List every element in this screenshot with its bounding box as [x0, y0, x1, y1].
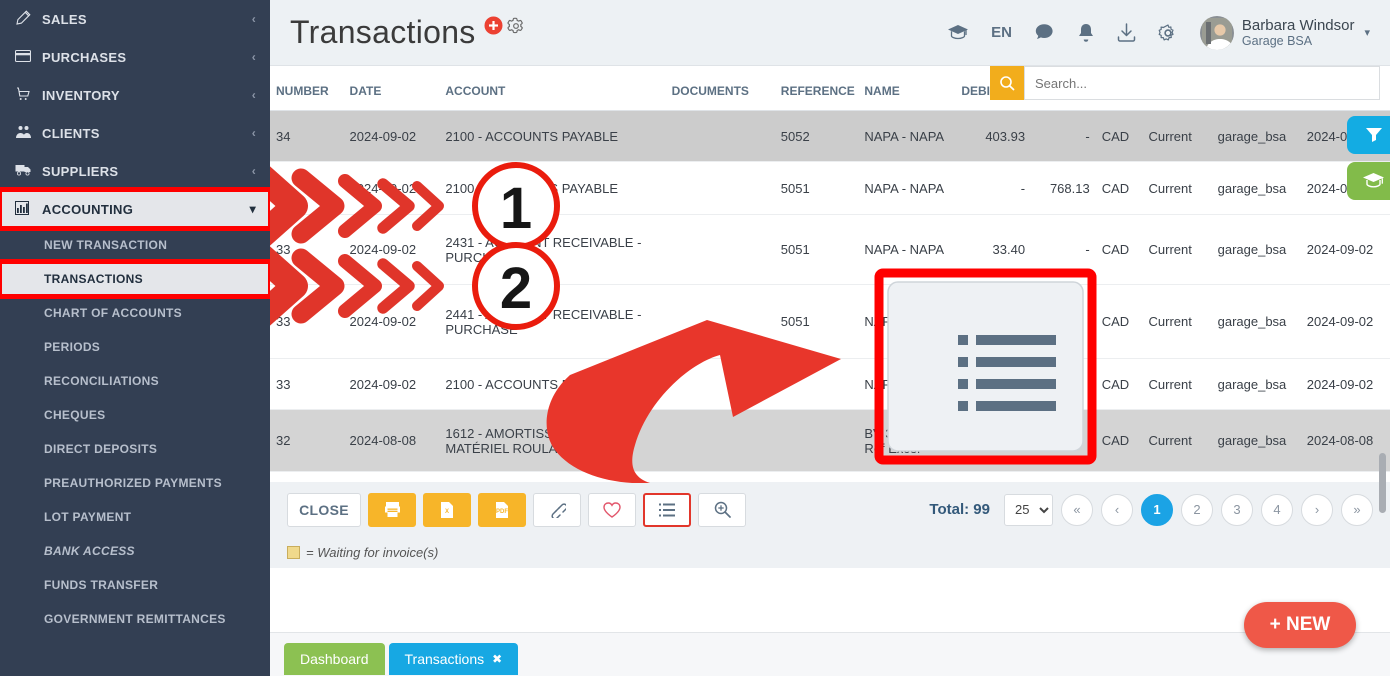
- svg-text:PDF: PDF: [496, 509, 508, 515]
- svg-text:X: X: [445, 509, 449, 515]
